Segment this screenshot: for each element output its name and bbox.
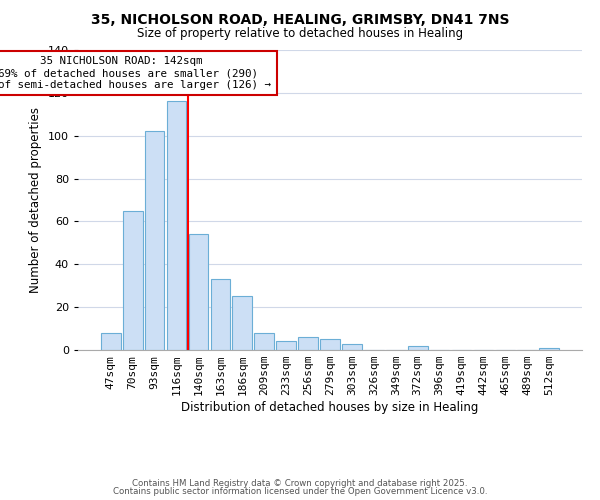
Text: Size of property relative to detached houses in Healing: Size of property relative to detached ho…: [137, 28, 463, 40]
Bar: [539, 348, 559, 350]
Text: Contains HM Land Registry data © Crown copyright and database right 2025.: Contains HM Land Registry data © Crown c…: [132, 478, 468, 488]
Bar: [342, 344, 362, 350]
Bar: [408, 346, 428, 350]
Bar: [188, 234, 208, 350]
Text: Contains public sector information licensed under the Open Government Licence v3: Contains public sector information licen…: [113, 487, 487, 496]
Bar: [320, 340, 340, 350]
Bar: [101, 333, 121, 350]
Bar: [298, 337, 318, 350]
Bar: [232, 296, 252, 350]
Bar: [254, 333, 274, 350]
Bar: [123, 210, 143, 350]
Bar: [276, 342, 296, 350]
Bar: [211, 280, 230, 350]
Y-axis label: Number of detached properties: Number of detached properties: [29, 107, 42, 293]
X-axis label: Distribution of detached houses by size in Healing: Distribution of detached houses by size …: [181, 401, 479, 414]
Text: 35, NICHOLSON ROAD, HEALING, GRIMSBY, DN41 7NS: 35, NICHOLSON ROAD, HEALING, GRIMSBY, DN…: [91, 12, 509, 26]
Text: 35 NICHOLSON ROAD: 142sqm
← 69% of detached houses are smaller (290)
30% of semi: 35 NICHOLSON ROAD: 142sqm ← 69% of detac…: [0, 56, 271, 90]
Bar: [145, 132, 164, 350]
Bar: [167, 102, 187, 350]
